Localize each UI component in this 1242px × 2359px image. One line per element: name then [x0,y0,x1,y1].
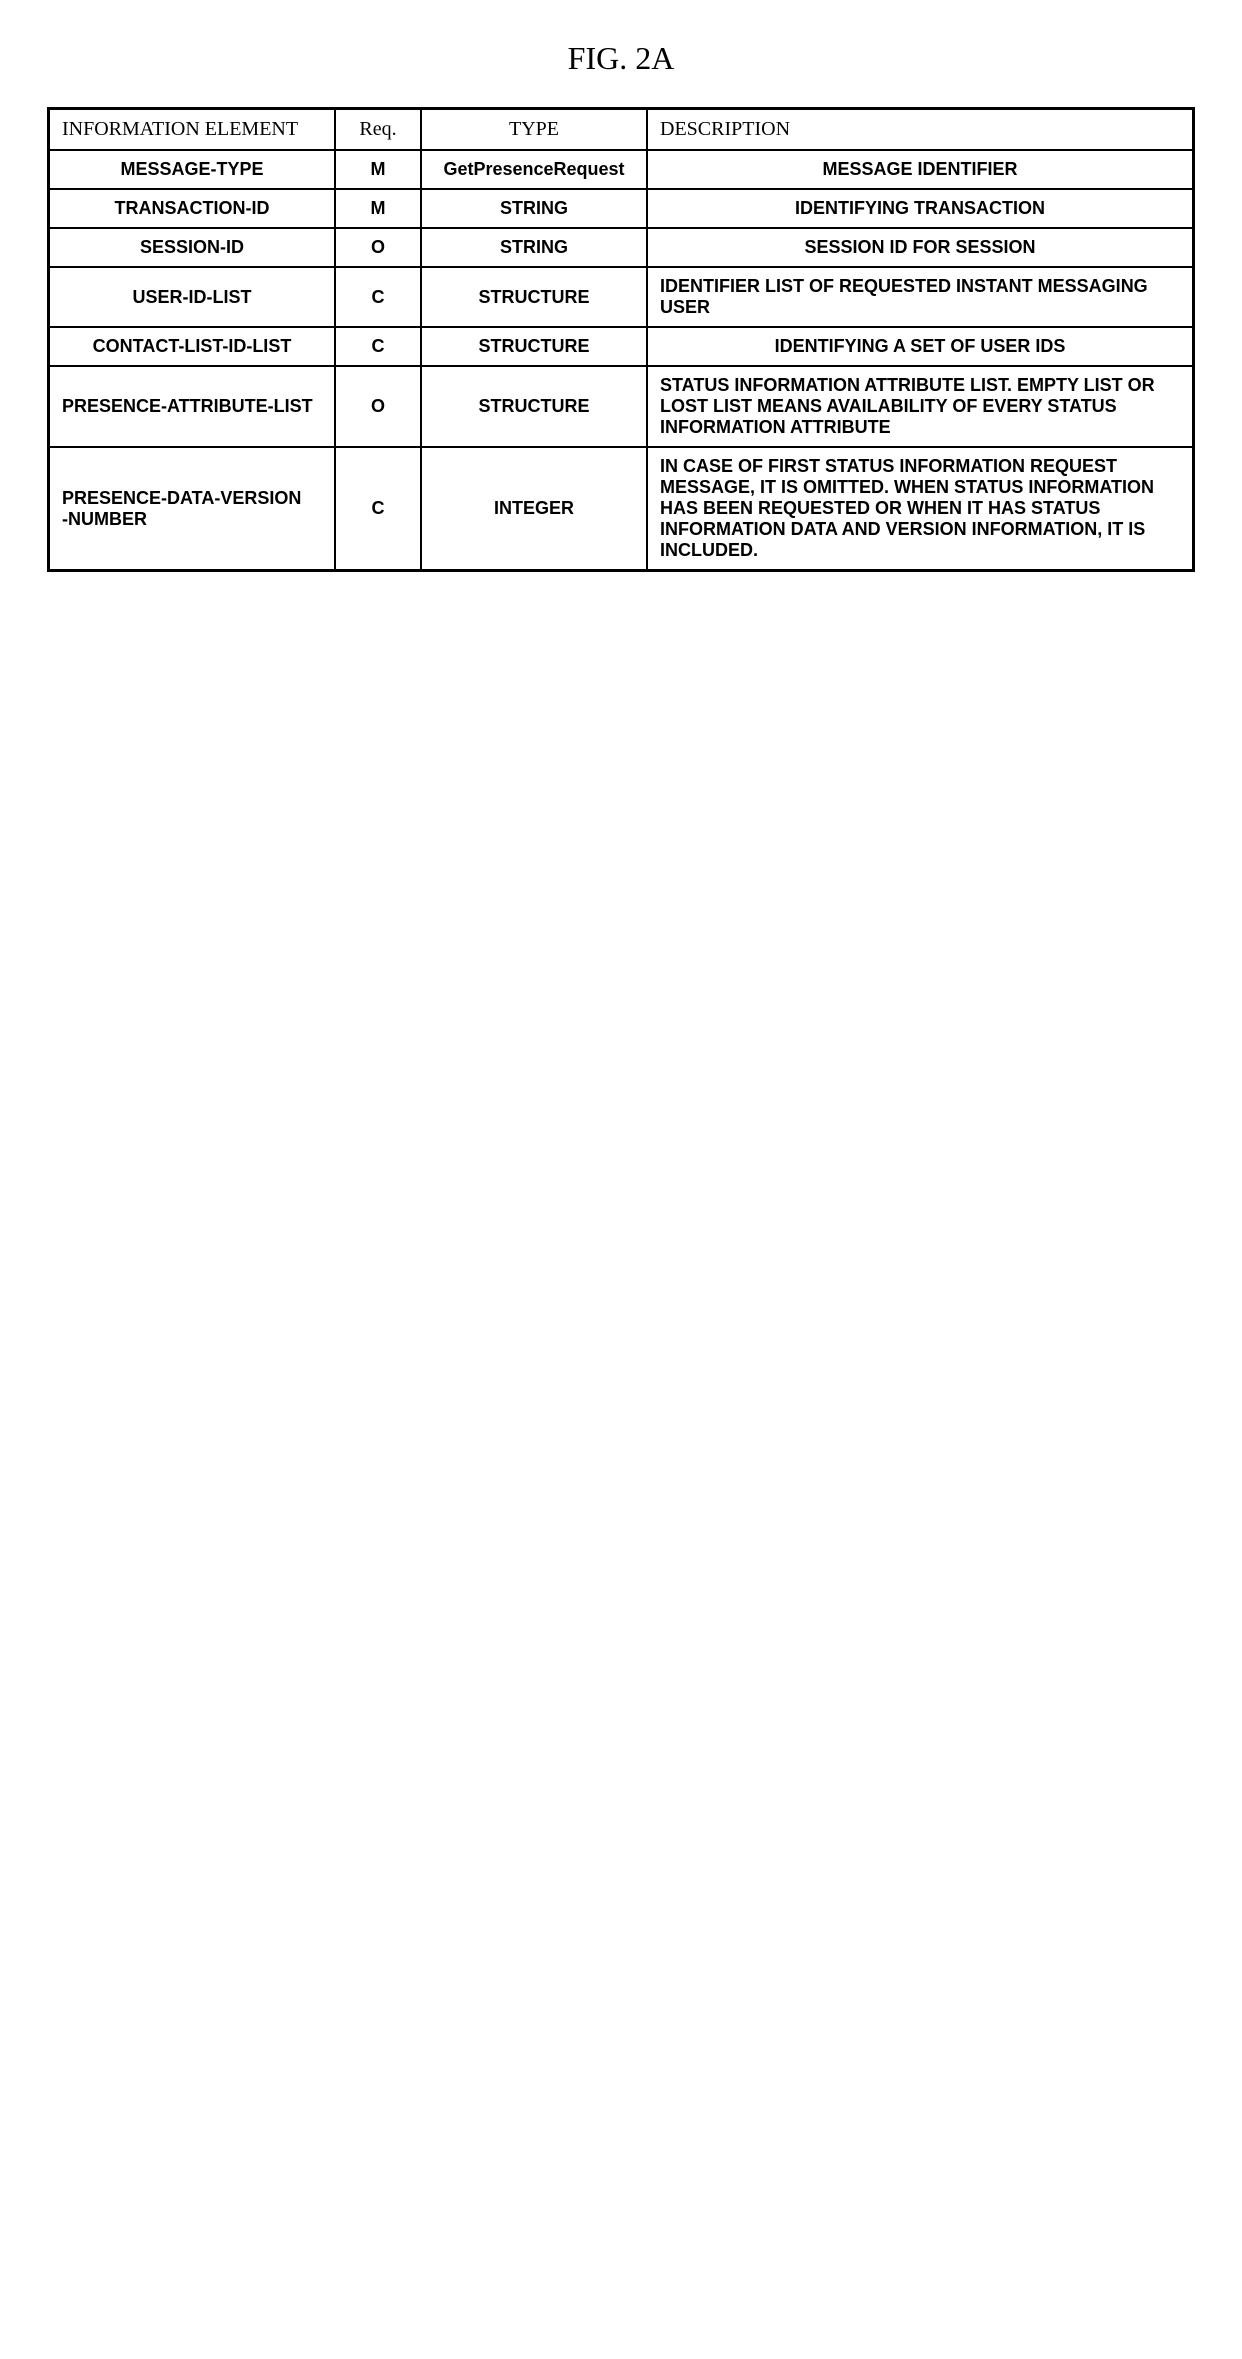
cell-type: STRUCTURE [421,366,647,447]
cell-desc: IN CASE OF FIRST STATUS INFORMATION REQU… [647,447,1194,571]
cell-info: USER-ID-LIST [49,267,336,327]
cell-desc: MESSAGE IDENTIFIER [647,150,1194,189]
cell-desc: IDENTIFYING TRANSACTION [647,189,1194,228]
cell-type: GetPresenceRequest [421,150,647,189]
table-row: MESSAGE-TYPEMGetPresenceRequestMESSAGE I… [49,150,1194,189]
figure-title: FIG. 2A [568,40,675,77]
cell-info: SESSION-ID [49,228,336,267]
table-row: PRESENCE-ATTRIBUTE-LISTOSTRUCTURESTATUS … [49,366,1194,447]
table-row: PRESENCE-DATA-VERSION -NUMBERCINTEGERIN … [49,447,1194,571]
cell-info: MESSAGE-TYPE [49,150,336,189]
header-type: TYPE [421,109,647,151]
cell-info: TRANSACTION-ID [49,189,336,228]
header-desc: DESCRIPTION [647,109,1194,151]
cell-desc: IDENTIFIER LIST OF REQUESTED INSTANT MES… [647,267,1194,327]
cell-info: PRESENCE-ATTRIBUTE-LIST [49,366,336,447]
cell-req: M [335,150,421,189]
cell-type: STRUCTURE [421,267,647,327]
cell-desc: IDENTIFYING A SET OF USER IDs [647,327,1194,366]
cell-type: STRING [421,228,647,267]
cell-req: C [335,327,421,366]
table-row: TRANSACTION-IDMSTRINGIDENTIFYING TRANSAC… [49,189,1194,228]
cell-req: O [335,228,421,267]
header-req: Req. [335,109,421,151]
cell-req: C [335,447,421,571]
table-row: USER-ID-LISTCSTRUCTUREIDENTIFIER LIST OF… [49,267,1194,327]
cell-req: M [335,189,421,228]
cell-info: CONTACT-LIST-ID-LIST [49,327,336,366]
cell-desc: SESSION ID FOR SESSION [647,228,1194,267]
cell-info: PRESENCE-DATA-VERSION -NUMBER [49,447,336,571]
table-row: CONTACT-LIST-ID-LISTCSTRUCTUREIDENTIFYIN… [49,327,1194,366]
cell-type: STRUCTURE [421,327,647,366]
cell-type: STRING [421,189,647,228]
header-row: INFORMATION ELEMENT Req. TYPE DESCRIPTIO… [49,109,1194,151]
table-row: SESSION-IDOSTRINGSESSION ID FOR SESSION [49,228,1194,267]
cell-req: C [335,267,421,327]
table-wrap: INFORMATION ELEMENT Req. TYPE DESCRIPTIO… [47,107,1195,572]
cell-req: O [335,366,421,447]
spec-table: INFORMATION ELEMENT Req. TYPE DESCRIPTIO… [47,107,1195,572]
cell-desc: STATUS INFORMATION ATTRIBUTE LIST. EMPTY… [647,366,1194,447]
header-info: INFORMATION ELEMENT [49,109,336,151]
cell-type: INTEGER [421,447,647,571]
